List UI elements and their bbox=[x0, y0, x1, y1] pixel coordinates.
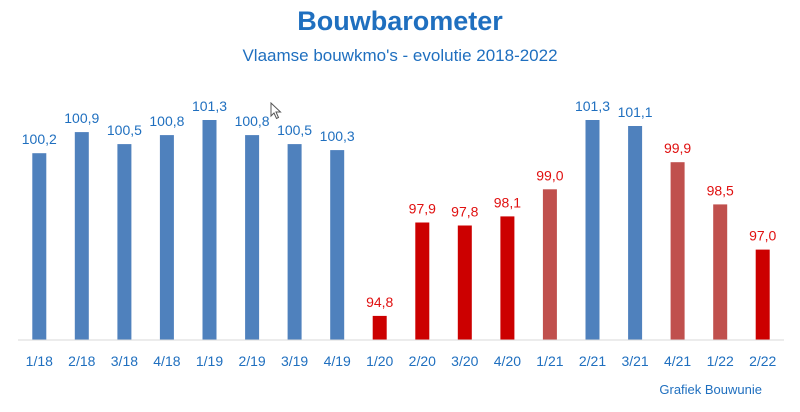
x-tick-label-1-18: 1/18 bbox=[26, 353, 53, 369]
value-label-4-18: 100,8 bbox=[149, 113, 184, 129]
value-label-4-21: 99,9 bbox=[664, 140, 691, 156]
x-tick-label-1-21: 1/21 bbox=[536, 353, 563, 369]
x-tick-label-4-19: 4/19 bbox=[324, 353, 351, 369]
value-label-1-18: 100,2 bbox=[22, 131, 57, 147]
bar-3-21 bbox=[628, 126, 643, 340]
bar-2-22 bbox=[755, 249, 770, 340]
bar-3-19 bbox=[287, 144, 302, 340]
x-tick-label-2-19: 2/19 bbox=[238, 353, 265, 369]
bar-3-20 bbox=[457, 225, 472, 340]
x-tick-label-2-20: 2/20 bbox=[409, 353, 436, 369]
value-label-2-20: 97,9 bbox=[409, 201, 436, 217]
value-label-2-21: 101,3 bbox=[575, 98, 610, 114]
x-tick-label-4-21: 4/21 bbox=[664, 353, 691, 369]
bar-2-19 bbox=[245, 135, 260, 340]
x-tick-label-4-20: 4/20 bbox=[494, 353, 521, 369]
x-tick-label-2-22: 2/22 bbox=[749, 353, 776, 369]
bar-4-21 bbox=[670, 162, 685, 340]
chart-title: Bouwbarometer bbox=[297, 6, 503, 36]
value-label-1-19: 101,3 bbox=[192, 98, 227, 114]
bars-group bbox=[32, 120, 770, 340]
x-tick-label-3-18: 3/18 bbox=[111, 353, 138, 369]
x-tick-label-3-19: 3/19 bbox=[281, 353, 308, 369]
bar-2-18 bbox=[74, 132, 89, 340]
bar-1-22 bbox=[713, 204, 728, 340]
x-tick-label-2-18: 2/18 bbox=[68, 353, 95, 369]
x-tick-label-4-18: 4/18 bbox=[153, 353, 180, 369]
value-label-3-21: 101,1 bbox=[618, 104, 653, 120]
chart-subtitle: Vlaamse bouwkmo's - evolutie 2018-2022 bbox=[242, 46, 558, 65]
bar-1-18 bbox=[32, 153, 47, 340]
bar-2-20 bbox=[415, 222, 430, 340]
bar-2-21 bbox=[585, 120, 600, 340]
value-label-2-18: 100,9 bbox=[64, 110, 99, 126]
value-label-3-18: 100,5 bbox=[107, 122, 142, 138]
value-label-1-22: 98,5 bbox=[707, 182, 734, 198]
bar-4-20 bbox=[500, 216, 515, 340]
tick-labels-group: 1/18 2/18 3/18 4/18 1/19 2/19 3/19 4/19 1/20 2/20… bbox=[26, 353, 777, 369]
value-label-4-20: 98,1 bbox=[494, 194, 521, 210]
x-tick-label-1-22: 1/22 bbox=[707, 353, 734, 369]
value-label-4-19: 100,3 bbox=[320, 128, 355, 144]
x-tick-label-3-20: 3/20 bbox=[451, 353, 478, 369]
bar-1-20 bbox=[372, 315, 387, 340]
x-tick-label-1-19: 1/19 bbox=[196, 353, 223, 369]
bar-1-21 bbox=[542, 189, 557, 340]
mouse-cursor-icon bbox=[270, 102, 282, 120]
bar-3-18 bbox=[117, 144, 132, 340]
bar-4-19 bbox=[330, 150, 345, 340]
value-label-2-22: 97,0 bbox=[749, 228, 776, 244]
value-labels-group: 100,2 100,9 100,5 100,8 101,3 100,8 100,5 100,3… bbox=[22, 98, 777, 310]
bar-1-19 bbox=[202, 120, 217, 340]
value-label-2-19: 100,8 bbox=[235, 113, 270, 129]
value-label-1-21: 99,0 bbox=[536, 167, 563, 183]
bar-4-18 bbox=[159, 135, 174, 340]
value-label-1-20: 94,8 bbox=[366, 294, 393, 310]
x-tick-label-2-21: 2/21 bbox=[579, 353, 606, 369]
chart-credit: Grafiek Bouwunie bbox=[659, 382, 762, 397]
x-tick-label-3-21: 3/21 bbox=[621, 353, 648, 369]
value-label-3-20: 97,8 bbox=[451, 204, 478, 220]
x-tick-label-1-20: 1/20 bbox=[366, 353, 393, 369]
value-label-3-19: 100,5 bbox=[277, 122, 312, 138]
